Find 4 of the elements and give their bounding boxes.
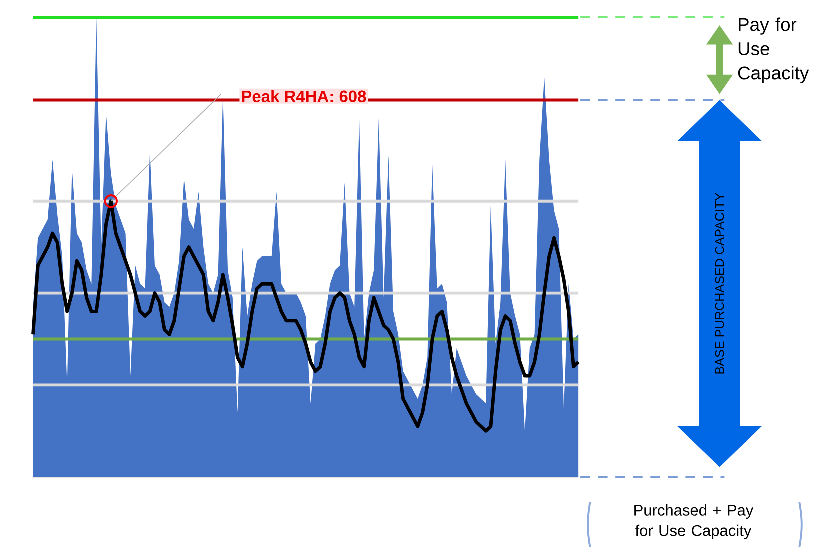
text: Purchased + Pay for Use Capacity [634,504,754,540]
annotation: Peak R4HA: 608 [242,90,366,102]
text: Pay for Use Capacity [738,18,810,84]
text: BASE PURCHASED CAPACITY [715,192,724,374]
